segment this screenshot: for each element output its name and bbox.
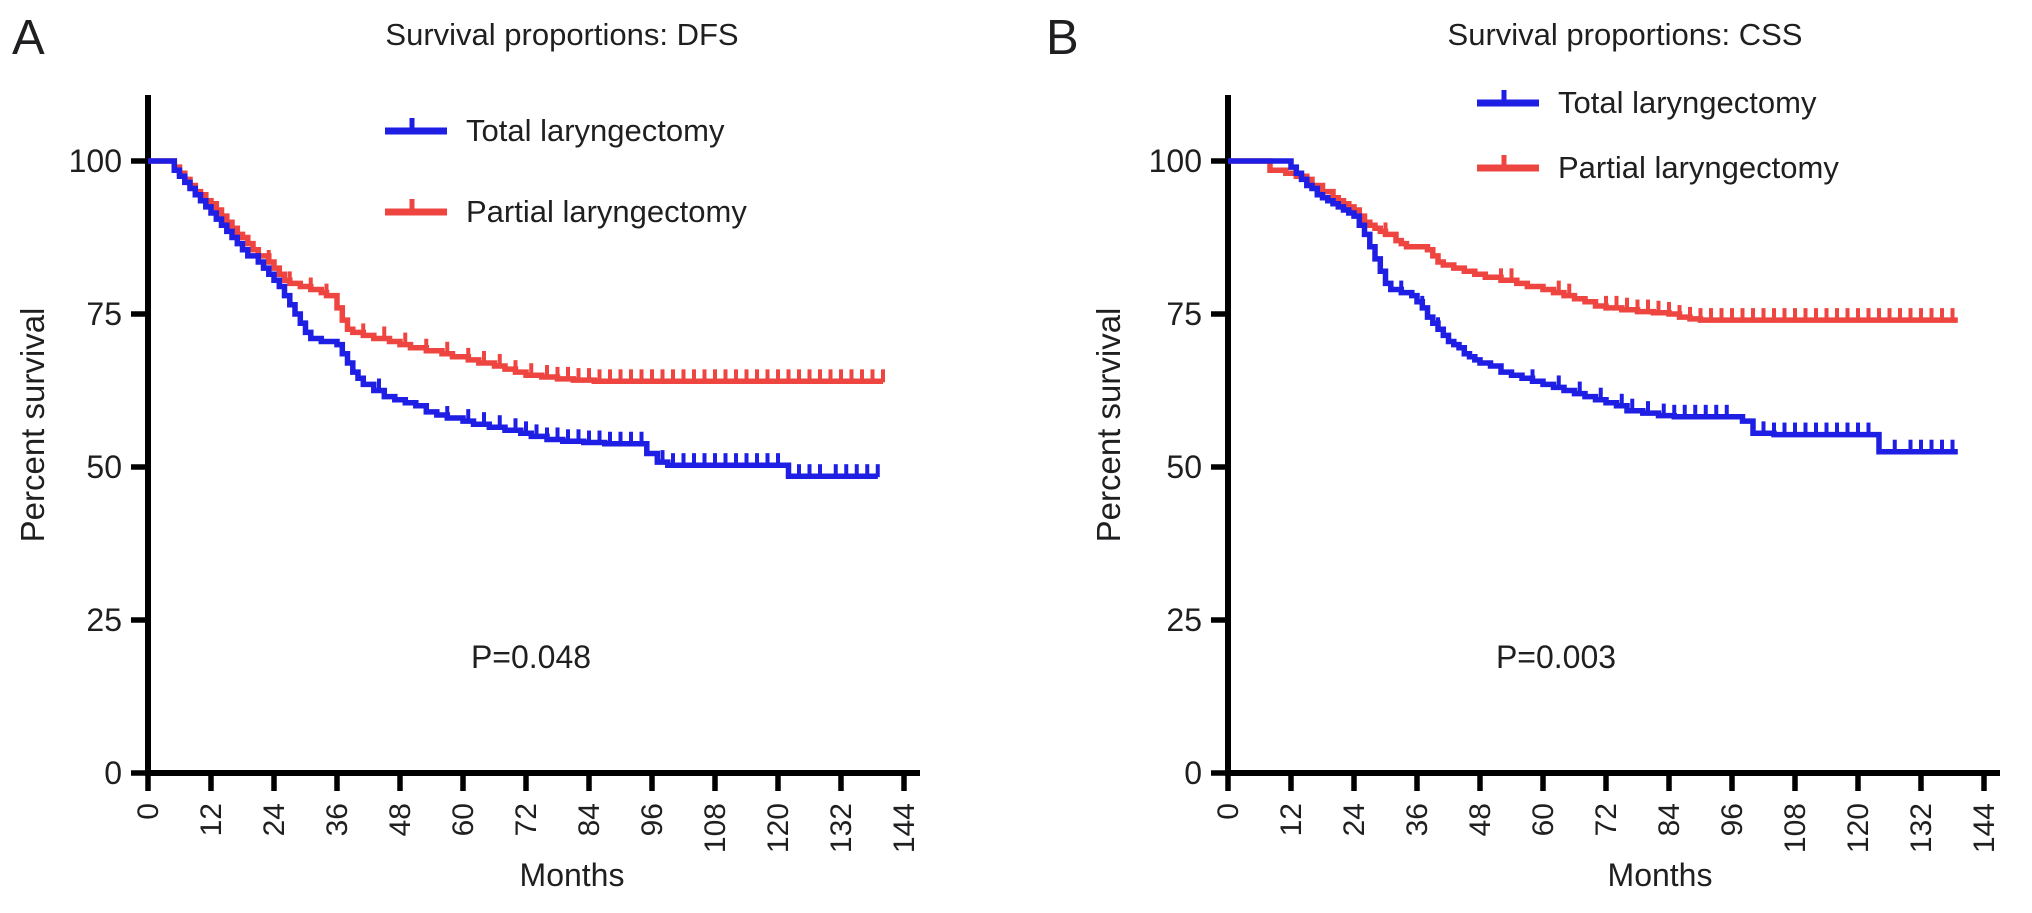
x-tick-label: 96	[636, 803, 669, 836]
x-tick-label: 144	[1968, 803, 2001, 853]
x-tick-label: 0	[132, 803, 165, 820]
x-tick-label: 36	[1401, 803, 1434, 836]
legend-label: Partial laryngectomy	[466, 194, 747, 229]
y-tick-label: 75	[86, 296, 122, 332]
panel-b-css-chart: B Survival proportions: CSS 0 25 50 75 100 0 12 2…	[1046, 11, 2001, 893]
x-tick-label: 120	[762, 803, 795, 853]
x-tick-label: 48	[384, 803, 417, 836]
p-value-label: P=0.048	[471, 639, 591, 675]
legend-label: Total laryngectomy	[466, 113, 725, 148]
x-tick-label: 48	[1464, 803, 1497, 836]
x-tick-label: 0	[1212, 803, 1245, 820]
x-tick-label: 84	[573, 803, 606, 836]
x-tick-label: 36	[321, 803, 354, 836]
y-tick-label: 100	[69, 143, 122, 179]
x-tick-label: 96	[1716, 803, 1749, 836]
x-tick-label: 60	[447, 803, 480, 836]
y-tick-label: 50	[1166, 449, 1202, 485]
x-tick-label: 108	[1779, 803, 1812, 853]
x-tick-label: 108	[699, 803, 732, 853]
y-tick-label: 50	[86, 449, 122, 485]
x-axis-title: Months	[1608, 857, 1713, 893]
panel-letter: A	[12, 11, 45, 65]
x-tick-label: 120	[1842, 803, 1875, 853]
y-tick-label: 75	[1166, 296, 1202, 332]
x-tick-label: 132	[825, 803, 858, 853]
y-tick-label: 25	[86, 602, 122, 638]
y-tick-label: 0	[104, 755, 122, 791]
y-axis-title: Percent survival	[1090, 308, 1127, 543]
x-tick-label: 144	[888, 803, 921, 853]
x-tick-label: 72	[510, 803, 543, 836]
chart-title: Survival proportions: DFS	[385, 17, 738, 52]
y-tick-label: 100	[1149, 143, 1202, 179]
legend-label: Partial laryngectomy	[1558, 150, 1839, 185]
x-tick-label: 24	[1338, 803, 1371, 836]
chart-title: Survival proportions: CSS	[1448, 17, 1803, 52]
km-curve-total	[148, 158, 878, 479]
y-tick-label: 0	[1184, 755, 1202, 791]
x-tick-label: 132	[1905, 803, 1938, 853]
x-tick-label: 24	[258, 803, 291, 836]
x-tick-label: 12	[1275, 803, 1308, 836]
y-tick-label: 25	[1166, 602, 1202, 638]
x-axis-title: Months	[520, 857, 625, 893]
panel-letter: B	[1046, 11, 1079, 65]
x-tick-label: 72	[1590, 803, 1623, 836]
y-axis-title: Percent survival	[14, 308, 51, 543]
legend-label: Total laryngectomy	[1558, 85, 1817, 120]
p-value-label: P=0.003	[1496, 639, 1616, 675]
km-curve-total	[1228, 158, 1958, 455]
x-tick-label: 84	[1653, 803, 1686, 836]
panel-a-dfs-chart: A Survival proportions: DFS 0 25 50 75 100 0 12 2…	[12, 11, 921, 893]
x-tick-label: 60	[1527, 803, 1560, 836]
x-tick-label: 12	[195, 803, 228, 836]
